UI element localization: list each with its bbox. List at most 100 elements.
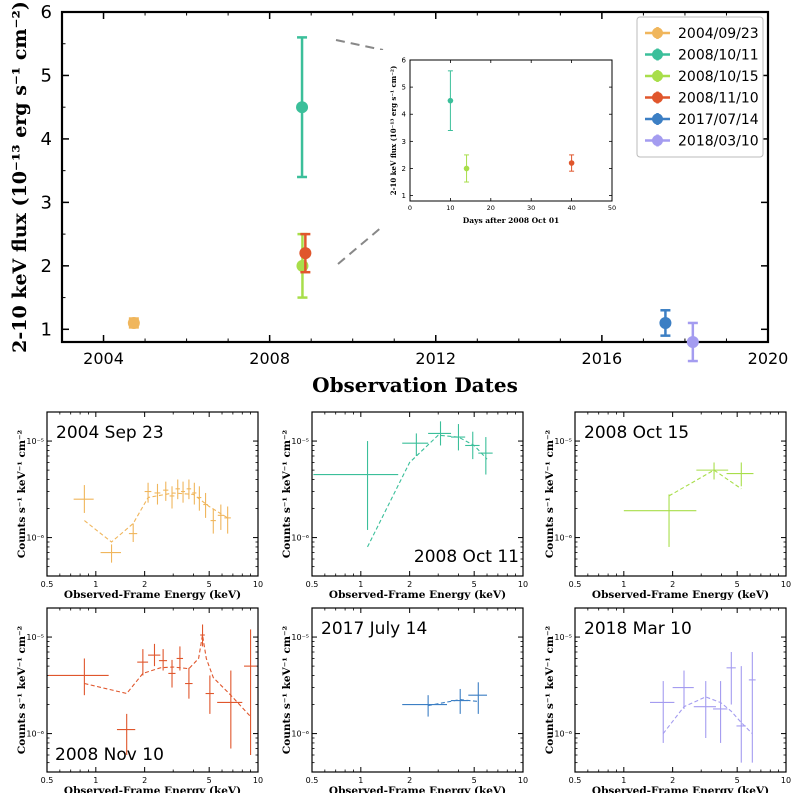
panel-y-tick-label: 10⁻⁶ — [291, 730, 309, 739]
x-tick-label: 2004 — [83, 349, 124, 368]
panel-date-label: 2008 Oct 15 — [584, 423, 689, 443]
inset-x-tick-label: 40 — [567, 204, 575, 212]
legend-label: 2017/07/14 — [678, 112, 759, 128]
x-tick-label: 2016 — [582, 349, 623, 368]
panel-x-tick-label: 1 — [93, 580, 98, 589]
spectral-bin — [478, 437, 493, 475]
panel-x-tick-label: 10 — [781, 580, 791, 589]
panel-frame — [311, 411, 524, 577]
zoom-line — [335, 39, 384, 51]
panel-x-axis-label: Observed-Frame Energy (keV) — [64, 785, 241, 793]
panel-x-tick-label: 10 — [253, 776, 263, 785]
spectral-bin — [313, 441, 399, 530]
panel-x-tick-label: 5 — [472, 580, 477, 589]
panel-x-tick-label: 0.5 — [569, 776, 582, 785]
legend-label: 2008/10/15 — [678, 69, 759, 85]
spectral-bin — [205, 675, 214, 714]
legend-item: 2004/09/23 — [645, 26, 759, 42]
inset-x-tick-label: 0 — [408, 204, 412, 212]
data-point-2008-10-11 — [296, 36, 309, 179]
panel-x-axis-label: Observed-Frame Energy (keV) — [592, 589, 769, 601]
spectral-bin — [100, 544, 122, 563]
model-curve — [662, 696, 753, 734]
inset-y-axis-label: 2-10 keV flux (10⁻¹³ erg s⁻¹ cm⁻²) — [389, 66, 398, 196]
spectral-bin — [451, 424, 466, 451]
panel-frame — [46, 607, 259, 773]
spectral-bin — [402, 695, 448, 717]
inset-x-tick-label: 50 — [608, 204, 616, 212]
y-tick-label: 6 — [41, 2, 52, 23]
legend-item: 2008/11/10 — [645, 91, 759, 107]
spectral-bin — [73, 485, 94, 513]
spectral-bin — [465, 431, 480, 460]
panel-y-axis-label: Counts s⁻¹ keV⁻¹ cm⁻² — [544, 625, 556, 754]
marker — [296, 101, 309, 114]
model-curve — [668, 469, 742, 497]
spectral-bin — [176, 646, 184, 671]
panel-x-tick-label: 5 — [735, 776, 740, 785]
panel-y-axis-label: Counts s⁻¹ keV⁻¹ cm⁻² — [16, 429, 28, 558]
panel-x-tick-label: 10 — [518, 776, 528, 785]
legend-item: 2017/07/14 — [645, 112, 759, 128]
panel-y-tick-label: 10⁻⁶ — [26, 730, 44, 739]
spectral-bin — [116, 713, 136, 756]
spectral-bin — [48, 658, 109, 696]
panel-date-label: 2008 Oct 11 — [414, 547, 519, 567]
spectral-bin — [713, 681, 728, 743]
y-tick-label: 4 — [41, 129, 52, 150]
panel-date-label: 2018 Mar 10 — [584, 619, 692, 639]
legend-marker — [652, 135, 663, 146]
spectral-bin — [144, 482, 152, 503]
legend-label: 2004/09/23 — [678, 26, 759, 42]
spectral-bin — [736, 666, 746, 763]
panel-x-tick-label: 2 — [142, 776, 147, 785]
panel-x-tick-label: 5 — [472, 776, 477, 785]
spectral-bin — [154, 483, 161, 505]
legend-label: 2008/11/10 — [678, 91, 759, 107]
spectral-bin — [186, 479, 192, 500]
inset-data-point — [447, 70, 454, 131]
legend-marker — [652, 70, 663, 82]
panel-y-tick-label: 10⁻⁵ — [26, 437, 44, 446]
spectral-bin — [210, 508, 216, 534]
panel-frame — [311, 607, 524, 773]
panel-y-axis-label: Counts s⁻¹ keV⁻¹ cm⁻² — [281, 625, 293, 754]
x-tick-label: 2020 — [748, 349, 789, 368]
y-tick-label: 2 — [41, 256, 52, 277]
spectral-bin — [451, 688, 469, 714]
panel-x-tick-label: 10 — [781, 776, 791, 785]
panel-y-tick-label: 10⁻⁶ — [291, 534, 309, 543]
inset-y-tick-label: 3 — [402, 138, 406, 146]
spectral-bin — [169, 486, 175, 509]
panel-y-tick-label: 10⁻⁶ — [26, 534, 44, 543]
legend-item: 2018/03/10 — [645, 134, 759, 150]
panel-x-tick-label: 1 — [358, 580, 363, 589]
panel-x-tick-label: 1 — [358, 776, 363, 785]
inset-marker — [463, 165, 470, 172]
legend-label: 2008/10/11 — [678, 48, 759, 64]
panel-x-tick-label: 2 — [407, 776, 412, 785]
spectral-bin — [163, 481, 169, 501]
inset-x-axis-label: Days after 2008 Oct 01 — [463, 216, 560, 225]
data-point-2008-11-10 — [299, 232, 312, 274]
spectrum-panel-1: 0.5 1 2 5 10 10⁻⁶ 10⁻⁵ Observed-Frame Energy (k… — [16, 411, 263, 601]
spectral-bin — [200, 624, 205, 647]
legend-marker — [652, 92, 663, 103]
legend: 2004/09/23 2008/10/11 2008/10/15 2008/11/10… — [636, 16, 764, 158]
inset-x-tick-label: 20 — [487, 204, 495, 212]
spectral-bin — [428, 421, 452, 446]
inset-y-tick-label: 4 — [402, 111, 407, 119]
spectrum-panel-6: 0.5 1 2 5 10 10⁻⁶ 10⁻⁵ Observed-Frame Energy (k… — [544, 607, 791, 793]
panel-y-axis-label: Counts s⁻¹ keV⁻¹ cm⁻² — [16, 625, 28, 754]
spectral-bin — [180, 481, 186, 503]
panel-y-axis-label: Counts s⁻¹ keV⁻¹ cm⁻² — [281, 429, 293, 558]
inset-x-tick-label: 10 — [446, 204, 454, 212]
spectrum-panel-3: 0.5 1 2 5 10 10⁻⁶ 10⁻⁵ Observed-Frame Energy (k… — [544, 411, 791, 601]
panel-x-tick-label: 5 — [207, 776, 212, 785]
spectral-bin — [748, 652, 756, 763]
model-curve — [84, 492, 228, 543]
panel-x-axis-label: Observed-Frame Energy (keV) — [64, 589, 241, 601]
panel-date-label: 2004 Sep 23 — [56, 423, 164, 443]
